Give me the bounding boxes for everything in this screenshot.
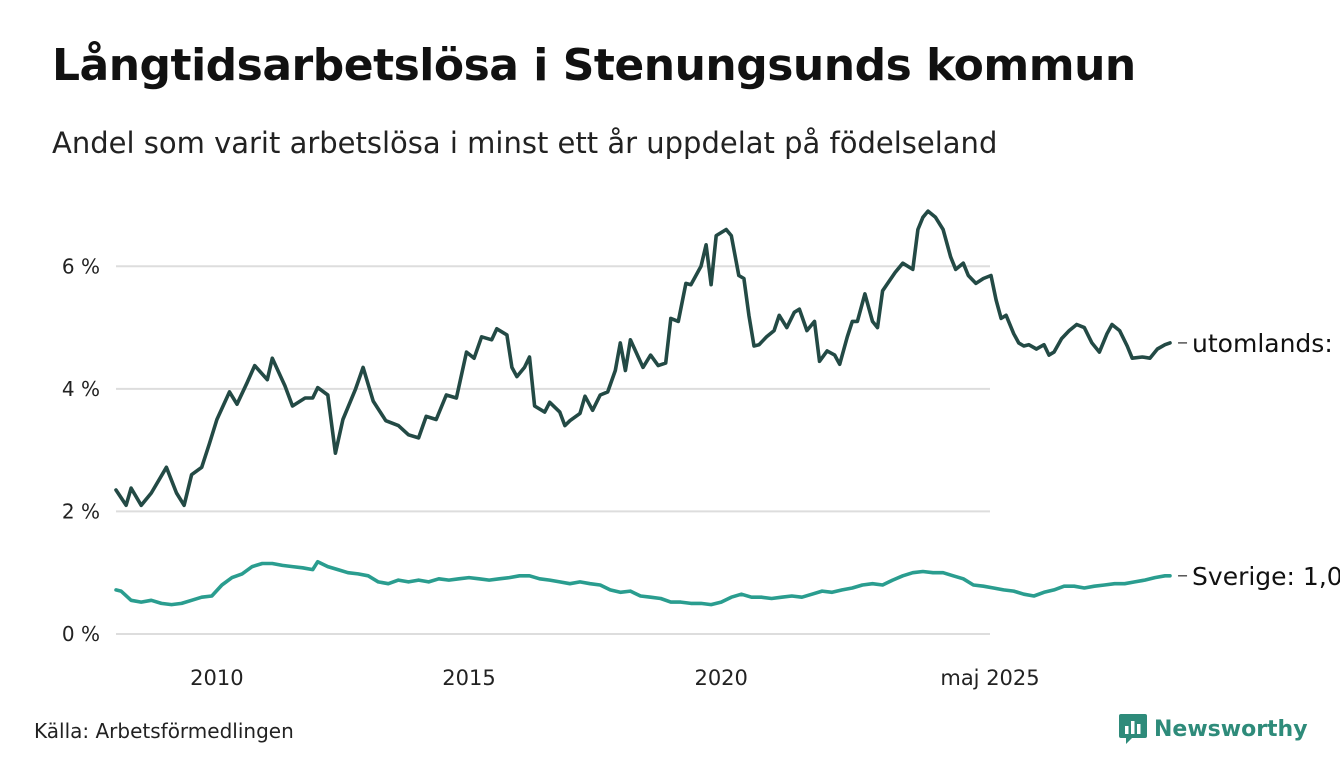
y-tick-label: 2 %	[62, 499, 100, 523]
series-end-label: utomlands: 4,7 %	[1192, 329, 1340, 358]
x-tick-label: 2015	[442, 666, 495, 690]
y-tick-label: 4 %	[62, 377, 100, 401]
chart-title: Långtidsarbetslösa i Stenungsunds kommun	[52, 40, 1136, 91]
x-tick-label: 2010	[190, 666, 243, 690]
newsworthy-brand: Newsworthy	[1118, 712, 1308, 746]
brand-name: Newsworthy	[1154, 716, 1308, 742]
source-note: Källa: Arbetsförmedlingen	[34, 719, 294, 743]
y-tick-label: 0 %	[62, 622, 100, 646]
x-tick-label: maj 2025	[940, 666, 1039, 690]
series-end-label: Sverige: 1,0 %	[1192, 562, 1340, 591]
y-tick-label: 6 %	[62, 254, 100, 278]
series-line-utomlands	[114, 209, 1172, 508]
x-tick-label: 2020	[694, 666, 747, 690]
chart-subtitle: Andel som varit arbetslösa i minst ett å…	[52, 126, 998, 160]
newsworthy-logo-icon	[1119, 714, 1147, 744]
series-line-sverige	[114, 559, 1172, 607]
